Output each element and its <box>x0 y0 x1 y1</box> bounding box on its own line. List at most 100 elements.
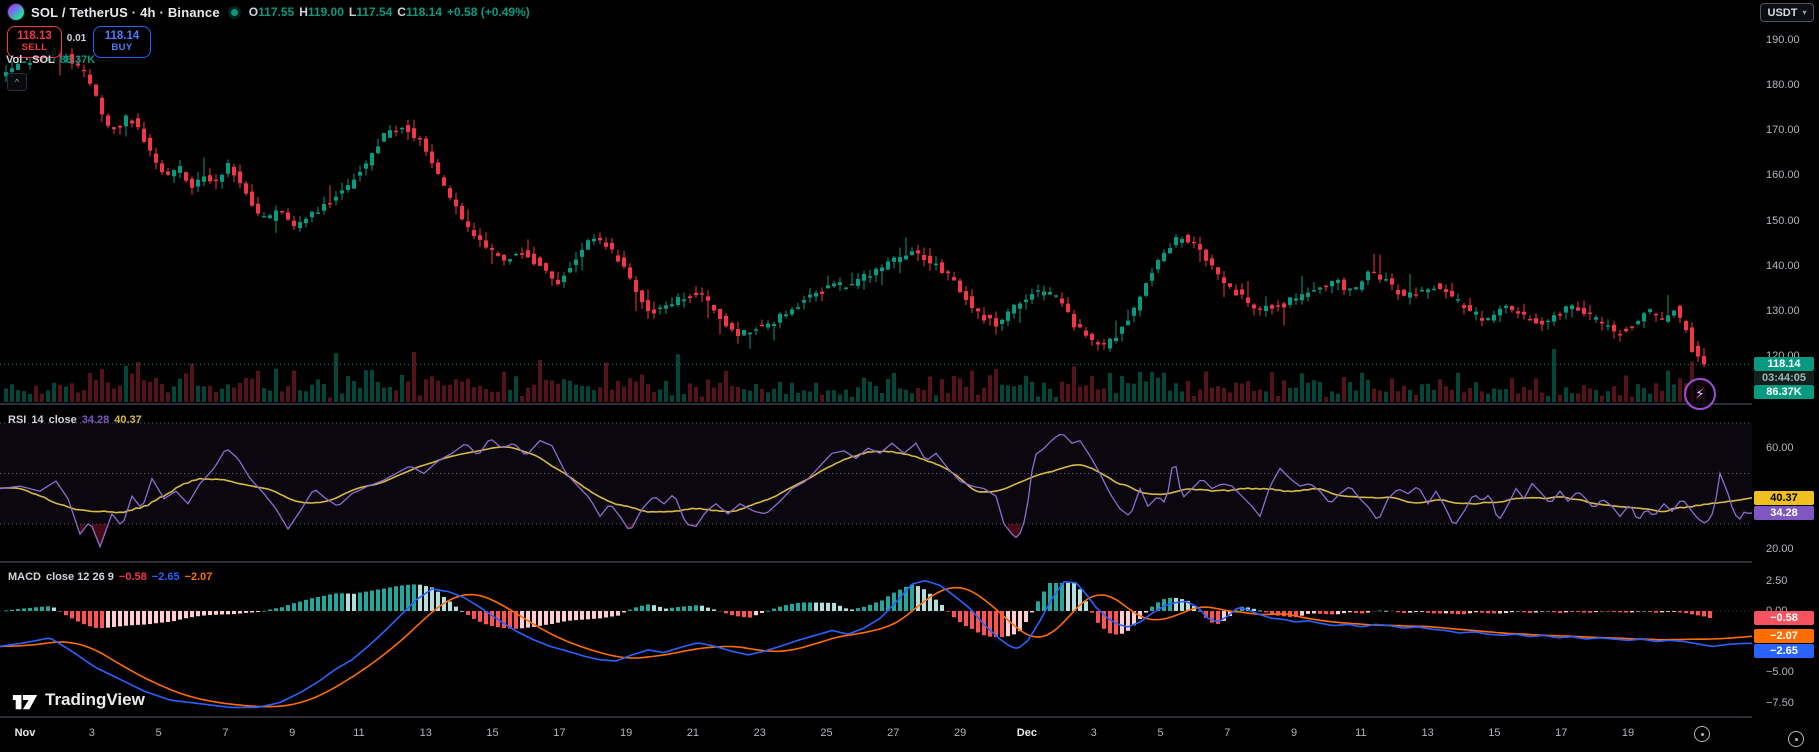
macd-hist-value: −0.58 <box>118 571 147 583</box>
volume-legend: Vol · SOL 86.37K <box>6 54 95 66</box>
rsi-tick-label: 20.00 <box>1766 543 1794 556</box>
volume-badge: 86.37K <box>1754 385 1814 400</box>
solana-logo-icon <box>8 4 24 20</box>
macd-signal-value: −2.07 <box>184 571 213 583</box>
time-axis-label: 13 <box>1421 727 1434 739</box>
time-axis-label: 21 <box>686 727 700 739</box>
macd-legend[interactable]: MACD close 12 26 9 −0.58 −2.65 −2.07 <box>8 571 212 583</box>
change-value: +0.58 (+0.49%) <box>447 5 530 19</box>
price-axis[interactable]: USDT ▾ 190.00 180.00 170.00 160.00 150.00 140… <box>1752 0 1819 752</box>
currency-selector[interactable]: USDT ▾ <box>1760 3 1814 22</box>
time-axis-label: 9 <box>289 727 296 739</box>
time-axis-label: 29 <box>953 727 967 739</box>
rsi-title: RSI <box>8 414 27 426</box>
time-axis-month-label: Dec <box>1016 727 1037 739</box>
tradingview-logo[interactable]: TradingView <box>12 690 145 710</box>
close-value: 118.14 <box>405 5 443 19</box>
time-axis-label: 25 <box>820 727 833 739</box>
currency-label: USDT <box>1767 6 1798 19</box>
rsi-chart-canvas[interactable] <box>0 406 1752 563</box>
tradingview-logo-text: TradingView <box>45 690 145 709</box>
time-axis-label: 9 <box>1290 727 1298 739</box>
rsi-value: 34.28 <box>81 414 110 426</box>
panel-separator-main-rsi[interactable] <box>0 403 1819 405</box>
time-axis[interactable]: Nov 3 5 7 9 11 13 15 17 19 21 23 25 27 29 Dec 3 5 7 9 11 13 15… <box>0 718 1752 752</box>
price-axis-settings-icon[interactable] <box>1788 731 1804 747</box>
close-label: C <box>397 5 406 19</box>
sell-button[interactable]: 118.13 SELL <box>7 26 62 58</box>
buy-button[interactable]: 118.14 BUY <box>93 26 151 58</box>
time-axis-label: 11 <box>353 727 365 739</box>
time-axis-label: 15 <box>486 727 499 739</box>
symbol-title[interactable]: SOL / TetherUS · 4h · Binance <box>31 4 220 20</box>
time-axis-month-label: Nov <box>14 727 36 739</box>
open-label: O <box>248 5 259 19</box>
collapse-panel-button[interactable]: ^ <box>7 73 27 91</box>
time-axis-label: 17 <box>1555 727 1568 739</box>
chevron-up-icon: ^ <box>14 76 20 87</box>
time-axis-label: 17 <box>553 727 566 739</box>
sell-price: 118.13 <box>17 29 52 42</box>
macd-signal-badge: −2.07 <box>1754 629 1814 644</box>
high-value: 119.00 <box>307 5 344 19</box>
low-value: 117.54 <box>356 5 393 19</box>
last-price-badge: 118.14 <box>1754 357 1814 372</box>
macd-params: close 12 26 9 <box>46 571 114 583</box>
macd-value-badge: −2.65 <box>1754 644 1814 659</box>
buy-label: BUY <box>111 42 133 54</box>
macd-value: −2.65 <box>151 571 180 583</box>
rsi-source: close <box>48 414 77 426</box>
time-axis-label: 27 <box>887 727 900 739</box>
instant-trading-button[interactable]: ⚡ <box>1684 378 1716 410</box>
macd-tick-label: 2.50 <box>1766 574 1788 587</box>
bar-countdown-badge: 03:44:05 <box>1754 371 1814 386</box>
macd-hist-badge: −0.58 <box>1754 611 1814 626</box>
rsi-ma-badge: 40.37 <box>1754 490 1814 505</box>
volume-label: Vol · SOL <box>6 54 55 66</box>
price-tick-label: 160.00 <box>1766 169 1800 182</box>
price-tick-label: 140.00 <box>1766 259 1800 272</box>
price-tick-label: 170.00 <box>1766 124 1800 137</box>
volume-value: 86.37K <box>59 54 96 66</box>
time-axis-label: 5 <box>1157 727 1164 739</box>
time-axis-label: 19 <box>1621 727 1635 739</box>
low-label: L <box>348 5 357 19</box>
time-axis-label: 7 <box>1224 727 1231 739</box>
rsi-value-badge: 34.28 <box>1754 505 1814 520</box>
price-tick-label: 150.00 <box>1766 214 1800 227</box>
macd-title: MACD <box>8 571 41 583</box>
buy-price: 118.14 <box>104 29 140 42</box>
open-value: 117.55 <box>258 5 295 19</box>
time-axis-label: 3 <box>1090 727 1097 739</box>
tradingview-logo-icon <box>12 695 38 710</box>
price-tick-label: 190.00 <box>1766 34 1800 46</box>
chevron-down-icon: ▾ <box>1802 8 1807 17</box>
time-axis-label: 19 <box>620 727 633 739</box>
rsi-legend[interactable]: RSI 14 close 34.28 40.37 <box>8 414 142 426</box>
spread-value: 0.01 <box>66 33 87 44</box>
panel-separator-time-axis <box>0 716 1819 718</box>
macd-tick-label: −5.00 <box>1766 666 1794 678</box>
symbol-header: SOL / TetherUS · 4h · Binance O117.55 H1… <box>8 3 530 21</box>
price-tick-label: 180.00 <box>1766 79 1800 92</box>
ohlc-values: O117.55 H119.00 L117.54 C118.14 +0.58 (+… <box>249 5 530 19</box>
market-status-icon[interactable] <box>230 8 238 16</box>
rsi-length: 14 <box>31 414 44 426</box>
rsi-ma-value: 40.37 <box>114 414 142 426</box>
time-axis-label: 7 <box>222 727 229 739</box>
price-tick-label: 130.00 <box>1766 304 1800 317</box>
high-label: H <box>299 5 308 19</box>
time-axis-label: 11 <box>1355 727 1367 739</box>
lightning-icon: ⚡ <box>1695 386 1705 401</box>
rsi-tick-label: 60.00 <box>1766 442 1794 455</box>
time-axis-label: 5 <box>155 727 162 739</box>
price-chart-canvas[interactable] <box>0 0 1752 406</box>
time-axis-label: 3 <box>88 727 95 739</box>
time-axis-label: 13 <box>419 727 432 739</box>
sell-label: SELL <box>21 42 48 54</box>
macd-chart-canvas[interactable] <box>0 563 1752 716</box>
macd-tick-label: −7.50 <box>1766 696 1794 709</box>
time-axis-settings-icon[interactable] <box>1694 726 1710 742</box>
time-axis-label: 15 <box>1488 727 1501 739</box>
panel-separator-rsi-macd[interactable] <box>0 561 1819 563</box>
